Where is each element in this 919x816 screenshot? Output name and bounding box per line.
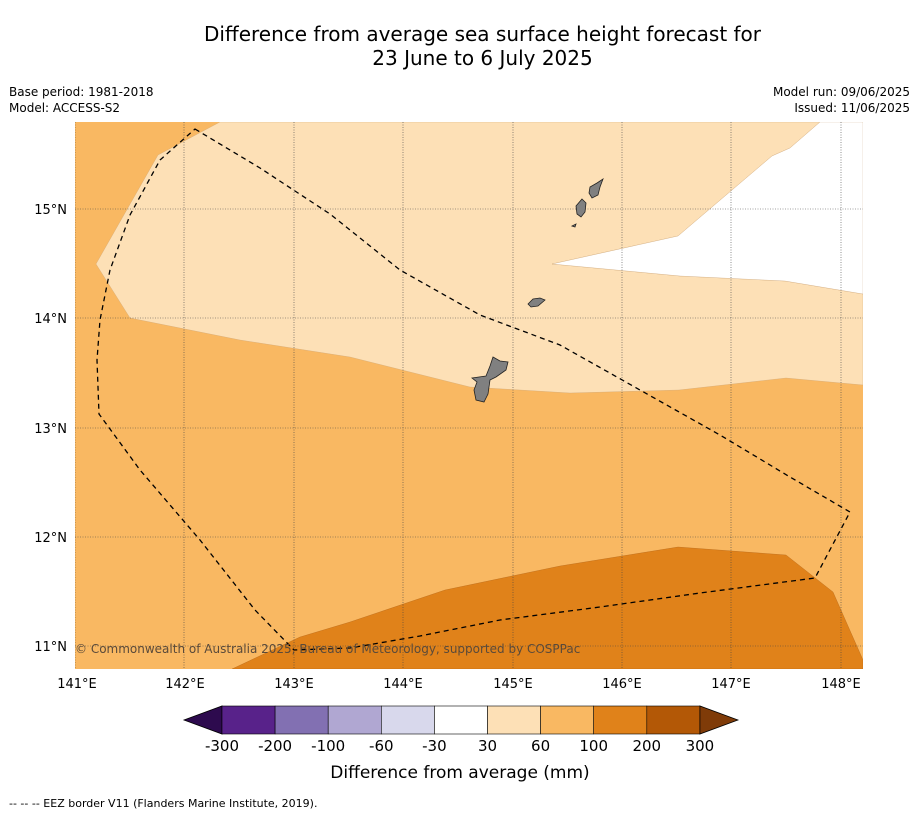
lat-label-11: 11°N <box>34 640 67 655</box>
band-100-200 <box>231 546 863 669</box>
longitude-labels: 141°E 142°E 143°E 144°E 145°E 146°E 147°… <box>57 677 861 692</box>
colorbar-segment <box>221 705 276 735</box>
colorbar-segment <box>487 705 541 735</box>
islands <box>471 177 604 403</box>
island-saipan <box>588 177 604 199</box>
lon-label-147: 147°E <box>711 677 751 692</box>
colorbar-tick-label: -60 <box>369 737 394 755</box>
lon-label-145: 145°E <box>493 677 533 692</box>
lat-label-14: 14°N <box>34 312 67 327</box>
lat-label-15: 15°N <box>34 203 67 218</box>
lat-label-13: 13°N <box>34 422 67 437</box>
map-title: Difference from average sea surface heig… <box>120 22 845 70</box>
colorbar-tick-label: -30 <box>422 737 447 755</box>
latitude-labels: 15°N 14°N 13°N 12°N 11°N <box>34 203 67 655</box>
island-aguijan <box>570 223 577 228</box>
colorbar-segment <box>327 705 382 735</box>
colorbar-label: Difference from average (mm) <box>330 763 589 783</box>
colorbar-segment <box>593 705 648 735</box>
island-tinian <box>575 198 587 218</box>
eez-legend-note: -- -- -- EEZ border V11 (Flanders Marine… <box>9 797 318 810</box>
colorbar-segment <box>274 705 329 735</box>
colorbar-tick-label: -300 <box>205 737 239 755</box>
eez-border <box>96 128 851 651</box>
lon-label-146: 146°E <box>602 677 642 692</box>
colorbar-extend-high <box>699 705 740 735</box>
model-run: Model run: 09/06/2025 <box>772 85 910 99</box>
band-neutral <box>551 122 863 295</box>
map-area: © Commonwealth of Australia 2025, Bureau… <box>75 122 863 669</box>
colorbar-tick-label: 100 <box>579 737 608 755</box>
colorbar-tick-label: -100 <box>311 737 345 755</box>
colorbar-tick-label: 60 <box>531 737 550 755</box>
lat-label-12: 12°N <box>34 531 67 546</box>
meta-right: Model run: 09/06/2025 Issued: 11/06/2025 <box>773 84 910 116</box>
copyright-notice: © Commonwealth of Australia 2025, Bureau… <box>75 642 580 656</box>
island-guam <box>471 356 509 403</box>
title-line-1: Difference from average sea surface heig… <box>203 22 762 46</box>
title-line-2: 23 June to 6 July 2025 <box>372 46 593 70</box>
colorbar-tick-label: 30 <box>478 737 497 755</box>
lon-label-142: 142°E <box>165 677 205 692</box>
colorbar-segment <box>434 705 488 735</box>
base-period: Base period: 1981-2018 <box>9 85 154 99</box>
colorbar-segment <box>380 705 435 735</box>
colorbar-tick-label: 300 <box>686 737 715 755</box>
model-name: Model: ACCESS-S2 <box>9 101 121 115</box>
colorbar-segment <box>646 705 701 735</box>
lon-label-148: 148°E <box>821 677 861 692</box>
lon-label-141: 141°E <box>57 677 97 692</box>
lon-label-143: 143°E <box>274 677 314 692</box>
colorbar-tick-label: 200 <box>632 737 661 755</box>
lon-label-144: 144°E <box>383 677 423 692</box>
island-rota <box>527 297 546 308</box>
issued-date: Issued: 11/06/2025 <box>794 101 910 115</box>
meta-left: Base period: 1981-2018 Model: ACCESS-S2 <box>9 84 154 116</box>
colorbar-extend-low <box>182 705 223 735</box>
colorbar: -300 -200 -100 -60 -30 30 60 100 200 300 <box>182 705 740 755</box>
colorbar-segment <box>540 705 594 735</box>
colorbar-tick-label: -200 <box>258 737 292 755</box>
graticule <box>75 122 863 669</box>
